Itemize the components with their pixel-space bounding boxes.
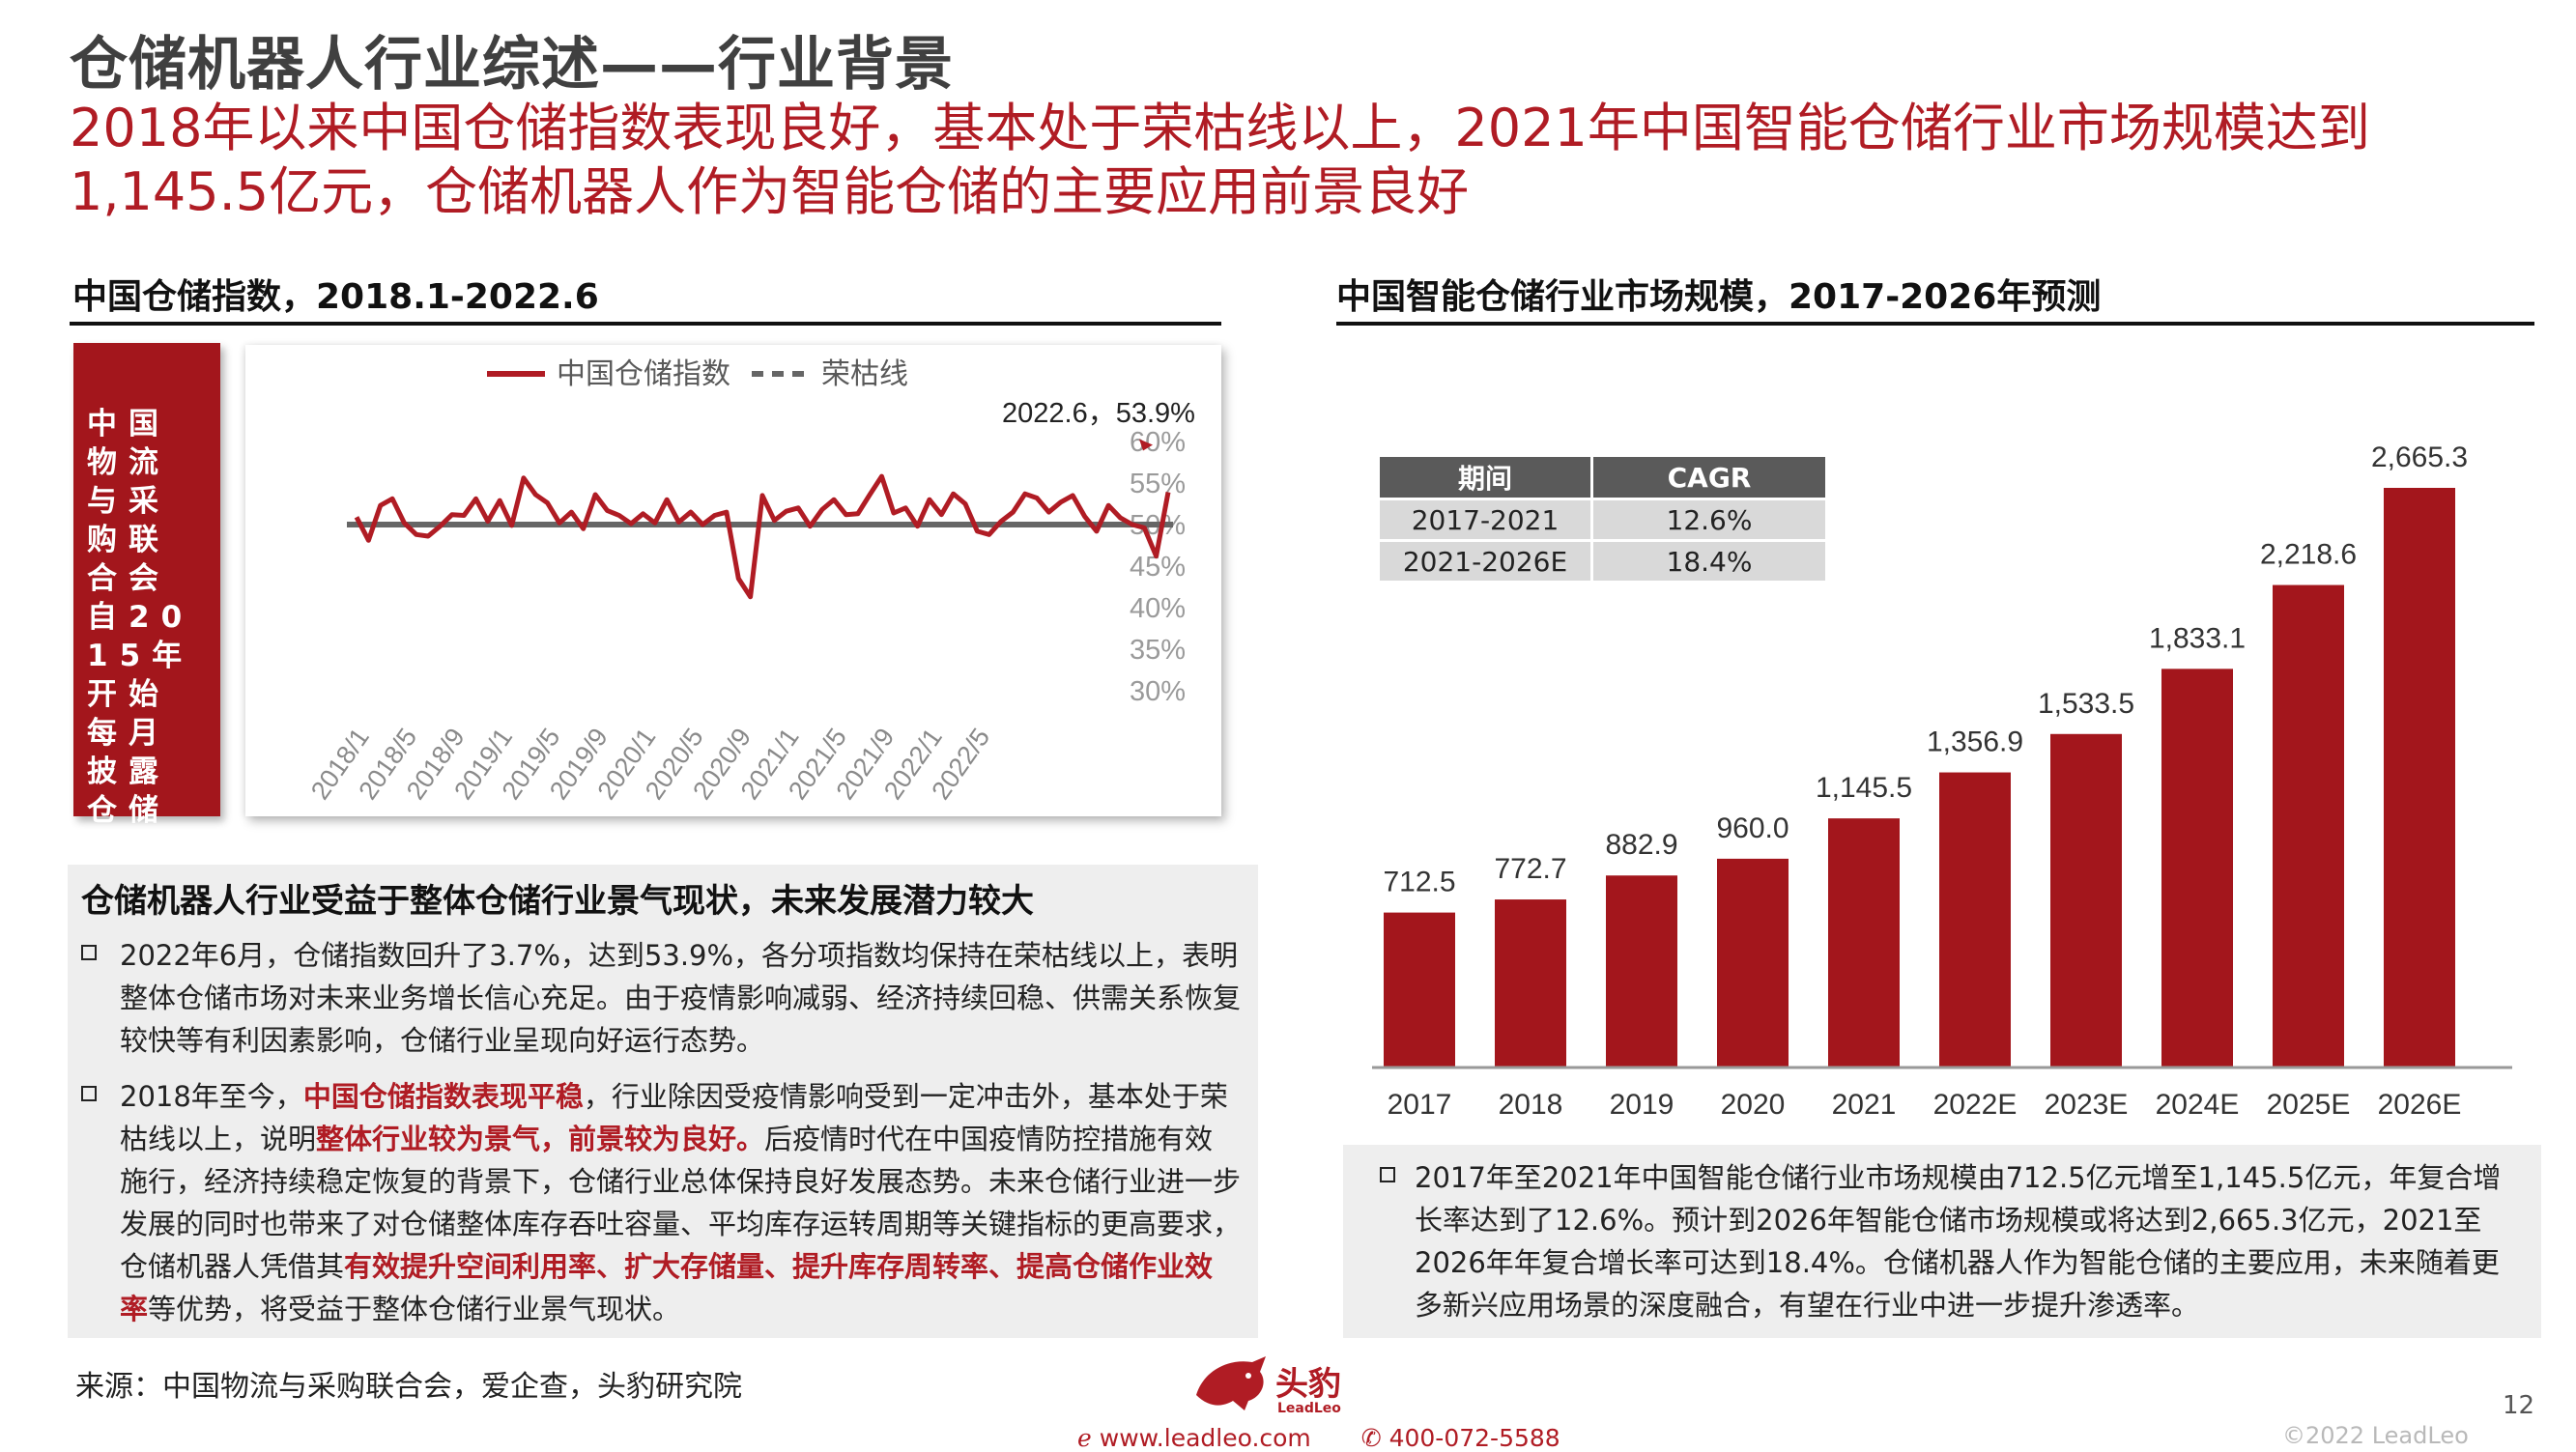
y-tick-label: 35% — [1130, 635, 1186, 666]
analysis-heading: 仓储机器人行业受益于整体仓储行业景气现状，未来发展潜力较大 — [81, 882, 1034, 921]
copyright: ©2022 LeadLeo — [2282, 1422, 2469, 1449]
bar-value-label: 1,145.5 — [1816, 772, 1912, 804]
phone-number: 400-072-5588 — [1388, 1424, 1560, 1452]
y-tick-label: 60% — [1130, 427, 1186, 458]
bar-2021 — [1828, 818, 1900, 1068]
bullet-text: 2022年6月，仓储指数回升了3.7%，达到53.9%，各分项指数均保持在荣枯线… — [120, 939, 1242, 1057]
cagr-table-row: 2017-2021 12.6% — [1380, 500, 1825, 539]
legend-label-threshold: 荣枯线 — [821, 358, 908, 390]
market-size-bar-chart: 712.5 772.7 882.9 960.0 1,145.5 1,356.9 1,533.… — [1372, 441, 2512, 1121]
bar-2024E — [2161, 669, 2233, 1068]
website-link[interactable]: www.leadleo.com — [1099, 1424, 1311, 1452]
left-chart-title: 中国仓储指数，2018.1-2022.6 — [72, 277, 599, 317]
bullet-item: 2022年6月，仓储指数回升了3.7%，达到53.9%，各分项指数均保持在荣枯线… — [81, 934, 1241, 1062]
phone-icon: ✆ — [1360, 1424, 1382, 1452]
highlight-text: 中国仓储指数表现平稳 — [302, 1080, 584, 1113]
bar-value-label: 960.0 — [1716, 812, 1789, 844]
bullet-text-part: 2018年至今， — [120, 1080, 303, 1113]
bar-2025E — [2273, 584, 2344, 1068]
brand-logo-cn: 头豹 — [1275, 1365, 1341, 1404]
bullet-item: 2017年至2021年中国智能仓储行业市场规模由712.5亿元增至1,145.5… — [1380, 1156, 2526, 1326]
bar-2026E — [2384, 488, 2455, 1068]
page-number: 12 — [2503, 1391, 2535, 1420]
bar-value-label: 1,833.1 — [2149, 622, 2246, 654]
page-title: 仓储机器人行业综述——行业背景 — [70, 31, 954, 99]
cagr-period-cell: 2021-2026E — [1380, 542, 1590, 581]
warehouse-index-chart-card: 中国仓储指数 荣枯线 60%55%50%45%40%35%30% 2018/12… — [245, 345, 1221, 816]
web-icon: ℯ — [1077, 1424, 1092, 1452]
cagr-value-cell: 12.6% — [1593, 500, 1825, 539]
page-subtitle: 2018年以来中国仓储指数表现良好，基本处于荣枯线以上，2021年中国智能仓储行… — [70, 98, 2370, 222]
bullet-text: 2017年至2021年中国智能仓储行业市场规模由712.5亿元增至1,145.5… — [1415, 1161, 2502, 1322]
bar-value-label: 772.7 — [1494, 853, 1566, 885]
bar-2018 — [1495, 899, 1566, 1068]
cagr-table: 期间 CAGR 2017-2021 12.6% 2021-2026E 18.4% — [1377, 454, 1828, 584]
leopard-logo-icon — [1196, 1356, 1266, 1410]
bar-2019 — [1606, 875, 1677, 1068]
bullet-text-part: ，行业除因受疫情影响受到一定冲击外，基本处于荣枯线以上，说明 — [120, 1080, 1228, 1155]
warehouse-index-chart: 中国仓储指数 荣枯线 60%55%50%45%40%35%30% 2018/12… — [305, 358, 1195, 805]
y-tick-label: 30% — [1130, 676, 1186, 707]
x-category-label: 2024E — [2156, 1089, 2240, 1121]
bar-value-label: 2,665.3 — [2371, 441, 2468, 473]
bar-value-label: 882.9 — [1605, 829, 1677, 861]
bullet-item: 2018年至今，中国仓储指数表现平稳，行业除因受疫情影响受到一定冲击外，基本处于… — [81, 1075, 1241, 1330]
cagr-table-row: 2021-2026E 18.4% — [1380, 542, 1825, 581]
left-title-underline — [70, 322, 1221, 326]
x-category-label: 2018 — [1499, 1089, 1563, 1121]
right-analysis-box: 2017年至2021年中国智能仓储行业市场规模由712.5亿元增至1,145.5… — [1343, 1145, 2541, 1338]
highlight-text: 有效提升空间利用率、扩大存储量、提升库存周转率、提高仓储作业效率 — [120, 1250, 1214, 1325]
brand-logo-en: LeadLeo — [1277, 1401, 1341, 1416]
bar-2023E — [2050, 733, 2122, 1068]
data-source-note: 中国物流与采购联合会自2015年开始每月披露仓储指数 — [73, 343, 220, 867]
bar-value-label: 2,218.6 — [2260, 539, 2357, 571]
highlight-text: 整体行业较为景气，前景较为良好。 — [316, 1123, 765, 1155]
bar-value-label: 712.5 — [1383, 867, 1455, 898]
annotation-arrow — [1139, 439, 1153, 451]
right-title-underline — [1336, 322, 2534, 326]
bar-value-label: 1,533.5 — [2038, 688, 2134, 720]
bar-2020 — [1717, 858, 1789, 1068]
left-analysis-box: 仓储机器人行业受益于整体仓储行业景气现状，未来发展潜力较大 2022年6月，仓储… — [68, 865, 1258, 1338]
legend-label-index: 中国仓储指数 — [557, 358, 730, 390]
bullet-text: 2018年至今，中国仓储指数表现平稳，行业除因受疫情影响受到一定冲击外，基本处于… — [81, 1075, 1241, 1330]
checkbox-bullet-icon — [81, 1086, 97, 1101]
bar-2017 — [1384, 912, 1455, 1068]
y-tick-label: 55% — [1130, 469, 1186, 499]
x-category-label: 2019 — [1610, 1089, 1674, 1121]
x-category-label: 2020 — [1721, 1089, 1786, 1121]
bar-value-label: 1,356.9 — [1927, 726, 2023, 758]
bar-2022E — [1939, 772, 2011, 1068]
x-category-label: 2025E — [2267, 1089, 2351, 1121]
latest-value-annotation: 2022.6，53.9% — [1002, 398, 1195, 429]
x-category-label: 2023E — [2045, 1089, 2129, 1121]
cagr-header-period: 期间 — [1380, 457, 1590, 498]
x-category-label: 2026E — [2378, 1089, 2462, 1121]
contact-info: ℯ www.leadleo.com ✆ 400-072-5588 — [1077, 1424, 1560, 1452]
x-category-label: 2022E — [1933, 1089, 2018, 1121]
bullet-text-part: 等优势，将受益于整体仓储行业景气现状。 — [148, 1293, 681, 1325]
checkbox-bullet-icon — [81, 945, 97, 960]
warehouse-index-line — [354, 473, 1171, 600]
cagr-header-cagr: CAGR — [1593, 457, 1825, 498]
bullet-text-part: 后疫情时代在中国疫情防控措施有效施行，经济持续稳定恢复的背景下，仓储行业总体保持… — [120, 1123, 1242, 1283]
checkbox-bullet-icon — [1380, 1167, 1395, 1182]
source-note: 来源：中国物流与采购联合会，爱企查，头豹研究院 — [75, 1370, 742, 1404]
cagr-value-cell: 18.4% — [1593, 542, 1825, 581]
cagr-period-cell: 2017-2021 — [1380, 500, 1590, 539]
x-category-label: 2017 — [1388, 1089, 1452, 1121]
right-chart-title: 中国智能仓储行业市场规模，2017-2026年预测 — [1336, 277, 2102, 317]
y-tick-label: 40% — [1130, 593, 1186, 624]
x-category-label: 2021 — [1832, 1089, 1897, 1121]
cagr-table-header-row: 期间 CAGR — [1380, 457, 1825, 498]
